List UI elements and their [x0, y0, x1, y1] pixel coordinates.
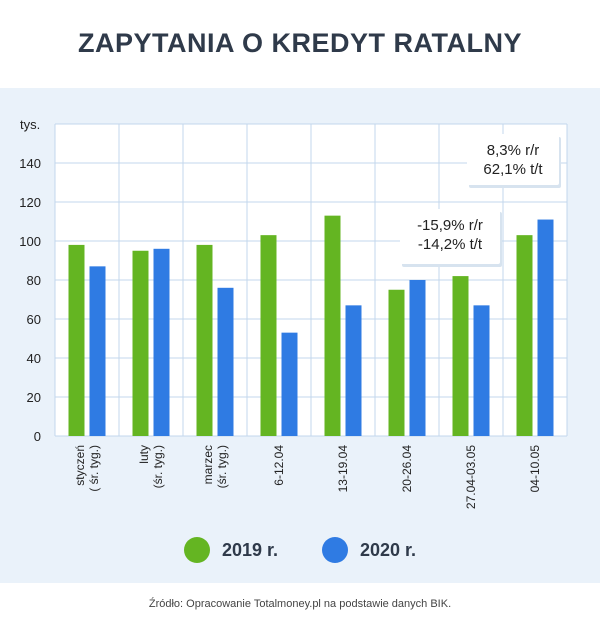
y-tick-label: 0 [34, 429, 41, 444]
bar-2019 [324, 215, 341, 436]
bar-2019 [452, 276, 469, 436]
x-tick-label-group: marzec (śr. tyg.) [201, 445, 229, 488]
bar-2020 [345, 305, 362, 436]
legend-item-2019: 2019 r. [183, 537, 278, 563]
bar-2019 [196, 244, 213, 436]
x-tick-label-group: 04-10.05 [528, 445, 542, 493]
chart-title: ZAPYTANIA O KREDYT RATALNY [78, 28, 522, 58]
annotation-text: 62,1% t/t [483, 161, 543, 178]
x-tick-label: marzec [201, 445, 215, 484]
legend-item-2020: 2020 r. [322, 537, 416, 563]
x-tick-label: luty [137, 445, 151, 464]
annotation-text: -14,2% t/t [418, 236, 483, 253]
source-note: Źródło: Opracowanie Totalmoney.pl na pod… [148, 598, 452, 610]
bar-2020 [217, 287, 234, 436]
x-tick-label-group: 20-26.04 [400, 445, 414, 493]
bar-2019 [132, 250, 149, 436]
legend: 2019 r. 2020 r. [0, 537, 600, 563]
x-tick-label: styczeń [73, 445, 87, 486]
bar-2019 [516, 235, 533, 436]
bar-chart: 0 20 40 60 80 100 120 140 tys. styczeń( śr. tyg.)… [19, 117, 568, 509]
legend-label-2019: 2019 r. [221, 539, 278, 560]
legend-swatch-2020 [322, 537, 348, 563]
y-tick-label: 80 [27, 273, 41, 288]
y-tick-label: 60 [27, 312, 41, 327]
x-tick-label: 6-12.04 [272, 445, 286, 486]
x-tick-label-group: 27.04-03.05 [464, 445, 478, 509]
y-tick-label: 20 [27, 390, 41, 405]
x-tick-label: 27.04-03.05 [464, 445, 478, 509]
annotation-text: -15,9% r/r [417, 217, 483, 234]
annotation-box [400, 209, 500, 264]
bar-2020 [473, 305, 490, 436]
x-tick-label: (śr. tyg.) [151, 445, 165, 488]
bar-2020 [281, 332, 298, 436]
x-tick-label-group: styczeń( śr. tyg.) [73, 445, 101, 492]
x-tick-label: (śr. tyg.) [215, 445, 229, 488]
bar-2019 [68, 244, 85, 436]
annotation-text: 8,3% r/r [487, 142, 540, 159]
legend-swatch-2019 [183, 537, 210, 563]
y-tick-label: 140 [19, 156, 41, 171]
x-tick-label-group: 6-12.04 [272, 445, 286, 486]
y-tick-label: 40 [27, 351, 41, 366]
x-tick-label-group: luty (śr. tyg.) [137, 445, 165, 488]
y-tick-label: 120 [19, 195, 41, 210]
y-tick-label: 100 [19, 234, 41, 249]
x-tick-label: 04-10.05 [528, 445, 542, 493]
x-tick-label: 13-19.04 [336, 445, 350, 493]
bar-2019 [260, 235, 277, 436]
bar-2020 [153, 248, 170, 436]
annotation-box [467, 134, 559, 185]
x-tick-label: 20-26.04 [400, 445, 414, 493]
bar-2020 [89, 266, 106, 436]
legend-label-2020: 2020 r. [360, 539, 417, 560]
bar-2019 [388, 289, 405, 436]
bar-2020 [537, 219, 554, 436]
bar-2020 [409, 280, 426, 436]
x-tick-label: ( śr. tyg.) [87, 445, 101, 492]
x-tick-label-group: 13-19.04 [336, 445, 350, 493]
y-axis-unit: tys. [20, 117, 40, 132]
